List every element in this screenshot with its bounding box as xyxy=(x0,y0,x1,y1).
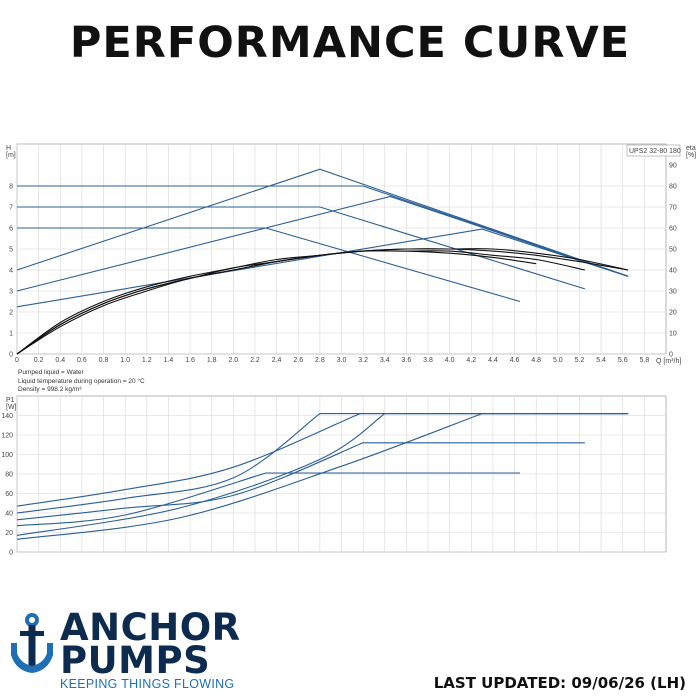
head-chart-ticks: 0 0.2 0.4 0.6 0.8 1.0 1.2 1.4 1.6 1.8 2.0 2.2 2.4 2.6… xyxy=(9,163,677,365)
eff-ylabel-line1: eta xyxy=(686,145,696,152)
efficiency-curve-line xyxy=(16,248,629,355)
eff-y-tick-label: 70 xyxy=(669,205,677,212)
power-curve-line xyxy=(16,413,629,536)
head-x-tick-label: 1.6 xyxy=(185,357,195,364)
power-curve-line xyxy=(16,413,629,514)
anchor-icon xyxy=(11,613,53,673)
anchor-pumps-logo: ANCHOR PUMPS KEEPING THINGS FLOWING xyxy=(8,607,258,693)
head-x-tick-label: 5.8 xyxy=(639,357,649,364)
head-xlabel: Q [m³/h] xyxy=(656,358,681,365)
power-y-tick-label: 140 xyxy=(1,413,13,420)
eff-y-tick-label: 90 xyxy=(669,163,677,170)
head-y-tick-label: 0 xyxy=(9,352,13,359)
brand-name-line2: PUMPS xyxy=(60,639,211,682)
head-y-tick-label: 3 xyxy=(9,289,13,296)
liquid-info-line: Pumped liquid = Water xyxy=(18,369,84,376)
eff-y-tick-label: 40 xyxy=(669,268,677,275)
head-x-tick-label: 4.2 xyxy=(466,357,476,364)
head-x-tick-label: 5.0 xyxy=(553,357,563,364)
head-x-tick-label: 3.8 xyxy=(423,357,433,364)
head-x-tick-label: 1.4 xyxy=(164,357,174,364)
power-y-tick-label: 0 xyxy=(9,550,13,557)
liquid-info: Pumped liquid = Water Liquid temperature… xyxy=(18,369,145,395)
head-x-tick-label: 2.0 xyxy=(228,357,238,364)
head-y-tick-label: 1 xyxy=(9,331,13,338)
eff-y-tick-label: 20 xyxy=(669,310,677,317)
head-x-tick-label: 3.4 xyxy=(380,357,390,364)
head-curve-line xyxy=(17,206,586,290)
head-curve-line xyxy=(16,195,629,292)
head-x-tick-label: 3.0 xyxy=(337,357,347,364)
eff-y-tick-label: 0 xyxy=(669,352,673,359)
efficiency-curve-line xyxy=(16,250,586,355)
head-x-tick-label: 5.2 xyxy=(575,357,585,364)
head-x-tick-label: 0.4 xyxy=(55,357,65,364)
eff-ylabel-line2: [%] xyxy=(686,152,696,159)
head-x-tick-label: 2.4 xyxy=(272,357,282,364)
liquid-info-line: Density = 998.2 kg/m³ xyxy=(18,386,82,394)
last-updated: LAST UPDATED: 09/06/26 (LH) xyxy=(433,674,686,692)
model-label-box xyxy=(626,144,681,157)
head-x-tick-label: 4.0 xyxy=(445,357,455,364)
head-x-tick-label: 3.6 xyxy=(402,357,412,364)
head-y-tick-label: 2 xyxy=(9,310,13,317)
head-x-tick-label: 1.0 xyxy=(120,357,130,364)
power-series-group xyxy=(16,413,629,540)
eff-y-tick-label: 30 xyxy=(669,289,677,296)
model-label: UPS2 32-80 180 xyxy=(629,148,681,155)
brand-name-line1: ANCHOR xyxy=(60,606,241,649)
head-chart-grid xyxy=(16,143,667,355)
efficiency-series-group xyxy=(16,248,629,355)
power-y-tick-label: 120 xyxy=(1,433,13,440)
head-ylabel-line1: H xyxy=(6,145,11,152)
head-curve-line xyxy=(16,168,629,277)
head-x-tick-label: 2.8 xyxy=(315,357,325,364)
head-x-tick-label: 5.4 xyxy=(596,357,606,364)
power-curve-line xyxy=(16,472,520,527)
head-y-tick-label: 8 xyxy=(9,184,13,191)
head-x-tick-label: 0.6 xyxy=(77,357,87,364)
head-x-tick-label: 3.2 xyxy=(358,357,368,364)
power-chart-ticks: 0 20 40 60 80 100 120 140 xyxy=(1,413,13,557)
head-y-tick-label: 4 xyxy=(9,268,13,275)
power-y-tick-label: 80 xyxy=(5,472,13,479)
head-y-tick-label: 5 xyxy=(9,247,13,254)
head-x-tick-label: 1.8 xyxy=(207,357,217,364)
power-ylabel-line1: P1 xyxy=(6,397,15,404)
head-series-group xyxy=(16,168,629,308)
head-y-tick-label: 7 xyxy=(9,205,13,212)
head-x-tick-label: 2.6 xyxy=(293,357,303,364)
power-y-tick-label: 100 xyxy=(1,452,13,459)
power-curve-line xyxy=(16,413,629,540)
power-y-tick-label: 20 xyxy=(5,530,13,537)
power-curve-line xyxy=(16,442,585,521)
power-y-tick-label: 40 xyxy=(5,511,13,518)
head-x-tick-label: 4.4 xyxy=(488,357,498,364)
head-x-tick-label: 0 xyxy=(15,357,19,364)
page-title: PERFORMANCE CURVE xyxy=(69,18,631,68)
power-ylabel-line2: [W] xyxy=(6,404,17,411)
eff-y-tick-label: 10 xyxy=(669,331,677,338)
eff-y-tick-label: 60 xyxy=(669,226,677,233)
head-x-tick-label: 0.2 xyxy=(34,357,44,364)
head-x-tick-label: 2.2 xyxy=(250,357,260,364)
brand-tagline: KEEPING THINGS FLOWING xyxy=(60,677,235,691)
head-x-tick-label: 1.2 xyxy=(142,357,152,364)
head-x-tick-label: 4.6 xyxy=(510,357,520,364)
head-ylabel-line2: [m] xyxy=(6,152,16,159)
power-y-tick-label: 60 xyxy=(5,491,13,498)
head-x-tick-label: 0.8 xyxy=(99,357,109,364)
eff-y-tick-label: 80 xyxy=(669,184,677,191)
head-y-tick-label: 6 xyxy=(9,226,13,233)
head-x-tick-label: 4.8 xyxy=(531,357,541,364)
eff-y-tick-label: 50 xyxy=(669,247,677,254)
head-x-tick-label: 5.6 xyxy=(618,357,628,364)
liquid-info-line: Liquid temperature during operation = 20… xyxy=(18,377,145,385)
power-curve-line xyxy=(16,413,629,507)
